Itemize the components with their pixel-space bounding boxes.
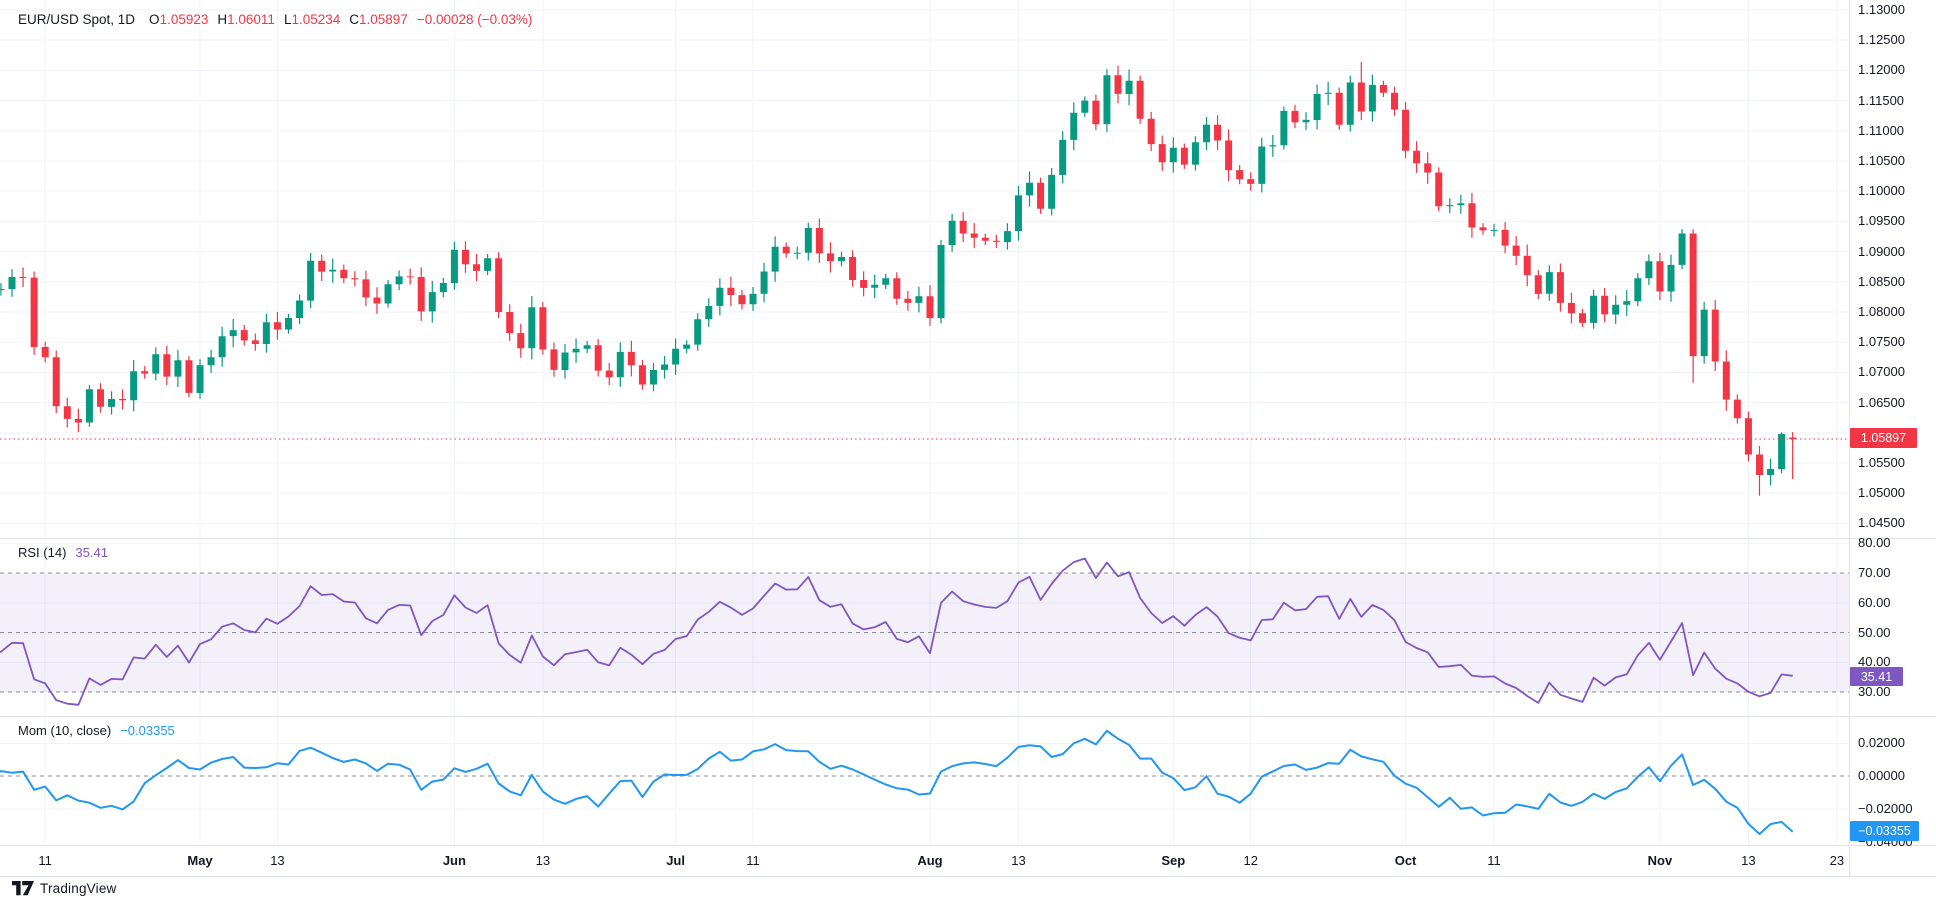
- price-tick-label: 1.07000: [1858, 364, 1905, 380]
- mom-value-label: −0.03355: [1850, 821, 1919, 841]
- mom-tick-label: 0.02000: [1858, 735, 1905, 751]
- rsi-value-label: 35.41: [1850, 667, 1903, 686]
- price-tick-label: 1.10000: [1858, 183, 1905, 199]
- time-axis-label: 11: [38, 853, 52, 868]
- symbol-title[interactable]: EUR/USD Spot, 1D: [18, 12, 136, 27]
- price-tick-label: 1.11000: [1858, 122, 1905, 138]
- ohlc-c: C1.05897: [349, 12, 408, 27]
- rsi-tick-label: 80.00: [1858, 535, 1891, 551]
- price-tick-label: 1.09000: [1858, 243, 1905, 259]
- rsi-tick-label: 40.00: [1858, 654, 1891, 670]
- ohlc-h: H1.06011: [217, 12, 275, 27]
- mom-tick-label: 0.00000: [1858, 768, 1905, 783]
- time-axis-label: 13: [535, 853, 551, 868]
- rsi-label[interactable]: RSI (14): [18, 545, 67, 560]
- ohlc-values: O1.05923 H1.06011 L1.05234 C1.05897: [149, 11, 417, 29]
- price-tick-label: 1.10500: [1858, 153, 1905, 168]
- time-axis-label: Aug: [917, 853, 943, 868]
- time-axis-label: 11: [746, 853, 760, 868]
- price-tick-label: 1.06500: [1858, 394, 1905, 410]
- price-tick-label: 1.05500: [1858, 455, 1905, 470]
- price-tick-label: 1.05000: [1858, 485, 1905, 501]
- time-axis-label: Nov: [1647, 853, 1673, 868]
- price-tick-label: 1.12500: [1858, 32, 1905, 48]
- rsi-tick-label: 50.00: [1858, 624, 1891, 640]
- ohlc-l: L1.05234: [283, 12, 341, 27]
- price-tick-label: 1.11500: [1858, 92, 1905, 108]
- tradingview-logo[interactable]: TradingView: [12, 881, 117, 896]
- time-axis-label: May: [187, 853, 213, 868]
- ohlc-o: O1.05923: [149, 12, 209, 27]
- time-axis-label: 13: [270, 853, 285, 868]
- main-legend: EUR/USD Spot, 1D O1.05923 H1.06011 L1.0523…: [18, 11, 532, 29]
- tradingview-logo-text: TradingView: [40, 881, 117, 896]
- time-axis-label: Oct: [1394, 853, 1417, 868]
- price-tick-label: 1.13000: [1858, 2, 1905, 17]
- change-value: −0.00028 (−0.03%): [416, 12, 533, 27]
- mom-legend: Mom (10, close) −0.03355: [18, 722, 175, 740]
- mom-value: −0.03355: [120, 723, 175, 738]
- rsi-tick-label: 70.00: [1858, 565, 1891, 580]
- price-tick-label: 1.12000: [1858, 62, 1905, 78]
- time-axis-label: Jun: [442, 853, 466, 868]
- time-axis-label: 13: [1011, 853, 1026, 868]
- time-axis-label: 12: [1243, 853, 1258, 868]
- price-tick-label: 1.07500: [1858, 334, 1905, 350]
- price-tick-label: 1.09500: [1858, 213, 1905, 229]
- tradingview-logo-icon: [12, 881, 34, 896]
- price-tick-label: 1.08500: [1858, 273, 1905, 289]
- price-tick-label: 1.04500: [1858, 515, 1905, 531]
- rsi-tick-label: 60.00: [1858, 594, 1891, 610]
- time-axis-label: 13: [1741, 853, 1756, 868]
- chart-canvas[interactable]: [0, 0, 1936, 877]
- mom-label[interactable]: Mom (10, close): [18, 723, 112, 738]
- time-axis-label: 23: [1829, 853, 1845, 868]
- price-tick-label: 1.08000: [1858, 304, 1905, 319]
- time-axis-label: Jul: [666, 853, 685, 868]
- time-axis-label: 11: [1487, 853, 1501, 868]
- time-axis-label: Sep: [1161, 853, 1186, 868]
- mom-tick-label: −0.02000: [1858, 800, 1913, 816]
- rsi-tick-label: 30.00: [1858, 684, 1891, 699]
- rsi-legend: RSI (14) 35.41: [18, 544, 108, 562]
- last-price-label: 1.05897: [1850, 428, 1917, 448]
- rsi-value: 35.41: [75, 545, 108, 560]
